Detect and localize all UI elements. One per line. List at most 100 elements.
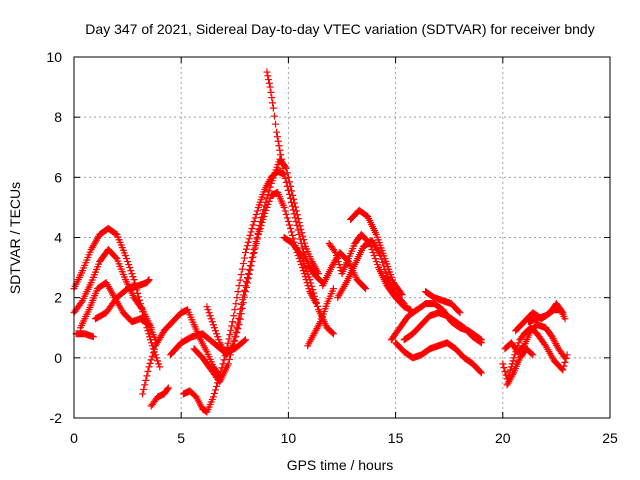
data-point <box>313 268 321 276</box>
data-point <box>236 315 244 323</box>
data-point <box>240 293 248 301</box>
data-point <box>309 286 317 294</box>
data-point <box>246 266 254 274</box>
data-point <box>126 264 134 272</box>
data-point <box>288 231 296 239</box>
data-point <box>213 382 221 390</box>
data-point <box>228 322 236 330</box>
data-point <box>284 217 292 225</box>
data-point <box>329 285 337 293</box>
data-point <box>267 88 275 96</box>
series-track-17 <box>334 237 408 308</box>
data-point <box>285 178 293 186</box>
data-point <box>255 227 263 235</box>
data-point <box>510 354 518 362</box>
data-point <box>283 214 291 222</box>
x-tick-label: 5 <box>177 430 185 446</box>
data-point <box>230 341 238 349</box>
data-point <box>123 255 131 263</box>
data-point <box>243 279 251 287</box>
data-point <box>263 203 271 211</box>
data-point <box>233 294 241 302</box>
data-point <box>263 68 271 76</box>
data-point <box>245 270 253 278</box>
data-point <box>370 252 378 260</box>
data-point <box>329 330 337 338</box>
data-point <box>247 262 255 270</box>
data-point <box>232 333 240 341</box>
data-point <box>204 306 212 314</box>
data-point <box>78 298 86 306</box>
data-point <box>145 363 153 371</box>
data-point <box>254 230 262 238</box>
data-point <box>314 270 322 278</box>
data-point <box>499 360 507 368</box>
series-track-7 <box>147 384 172 410</box>
data-point <box>313 302 321 310</box>
data-point <box>128 270 136 278</box>
data-point <box>334 258 342 266</box>
data-point <box>511 351 519 359</box>
data-point <box>332 249 340 257</box>
y-tick-label: 4 <box>54 230 62 246</box>
data-point <box>456 309 464 317</box>
data-point <box>227 326 235 334</box>
data-point <box>279 164 287 172</box>
data-point <box>251 244 259 252</box>
data-point <box>244 275 252 283</box>
data-point <box>212 327 220 335</box>
data-point <box>362 285 370 293</box>
series-track-22 <box>422 288 464 317</box>
data-point <box>237 271 245 279</box>
data-point <box>129 273 137 281</box>
data-point <box>164 384 172 392</box>
data-point <box>238 265 246 273</box>
data-point <box>237 310 245 318</box>
data-point <box>398 291 406 299</box>
data-point <box>206 312 214 320</box>
data-point <box>297 225 305 233</box>
data-point <box>368 246 376 254</box>
data-point <box>209 393 217 401</box>
data-point <box>146 359 154 367</box>
data-point <box>296 250 304 258</box>
data-point <box>397 289 405 297</box>
data-point <box>290 195 298 203</box>
data-point <box>506 366 514 374</box>
data-point <box>139 390 147 398</box>
data-point <box>289 191 297 199</box>
data-point <box>249 253 257 261</box>
y-axis-title: SDTVAR / TECUs <box>7 182 23 294</box>
data-point <box>230 312 238 320</box>
data-point <box>251 214 259 222</box>
data-point <box>247 228 255 236</box>
data-point <box>298 229 306 237</box>
series-track-9 <box>179 167 327 416</box>
x-tick-label: 15 <box>388 430 404 446</box>
data-point <box>248 258 256 266</box>
data-point <box>239 260 247 268</box>
data-point <box>215 336 223 344</box>
data-point <box>559 309 567 317</box>
data-point <box>280 203 288 211</box>
data-point <box>244 238 252 246</box>
data-point <box>284 173 292 181</box>
data-point <box>144 277 152 285</box>
data-point <box>210 389 218 397</box>
series-track-11 <box>203 188 320 359</box>
data-point <box>262 206 270 214</box>
data-point <box>252 210 260 218</box>
series-track-25 <box>503 345 537 389</box>
data-point <box>144 367 152 375</box>
data-point <box>293 211 301 219</box>
data-point <box>330 247 338 255</box>
data-point <box>282 210 290 218</box>
data-point <box>248 224 256 232</box>
x-tick-label: 10 <box>281 430 297 446</box>
x-tick-label: 25 <box>602 430 618 446</box>
data-point <box>235 321 243 329</box>
y-tick-label: 0 <box>54 350 62 366</box>
y-tick-label: 2 <box>54 290 62 306</box>
data-point <box>313 299 321 307</box>
data-point <box>477 369 485 377</box>
